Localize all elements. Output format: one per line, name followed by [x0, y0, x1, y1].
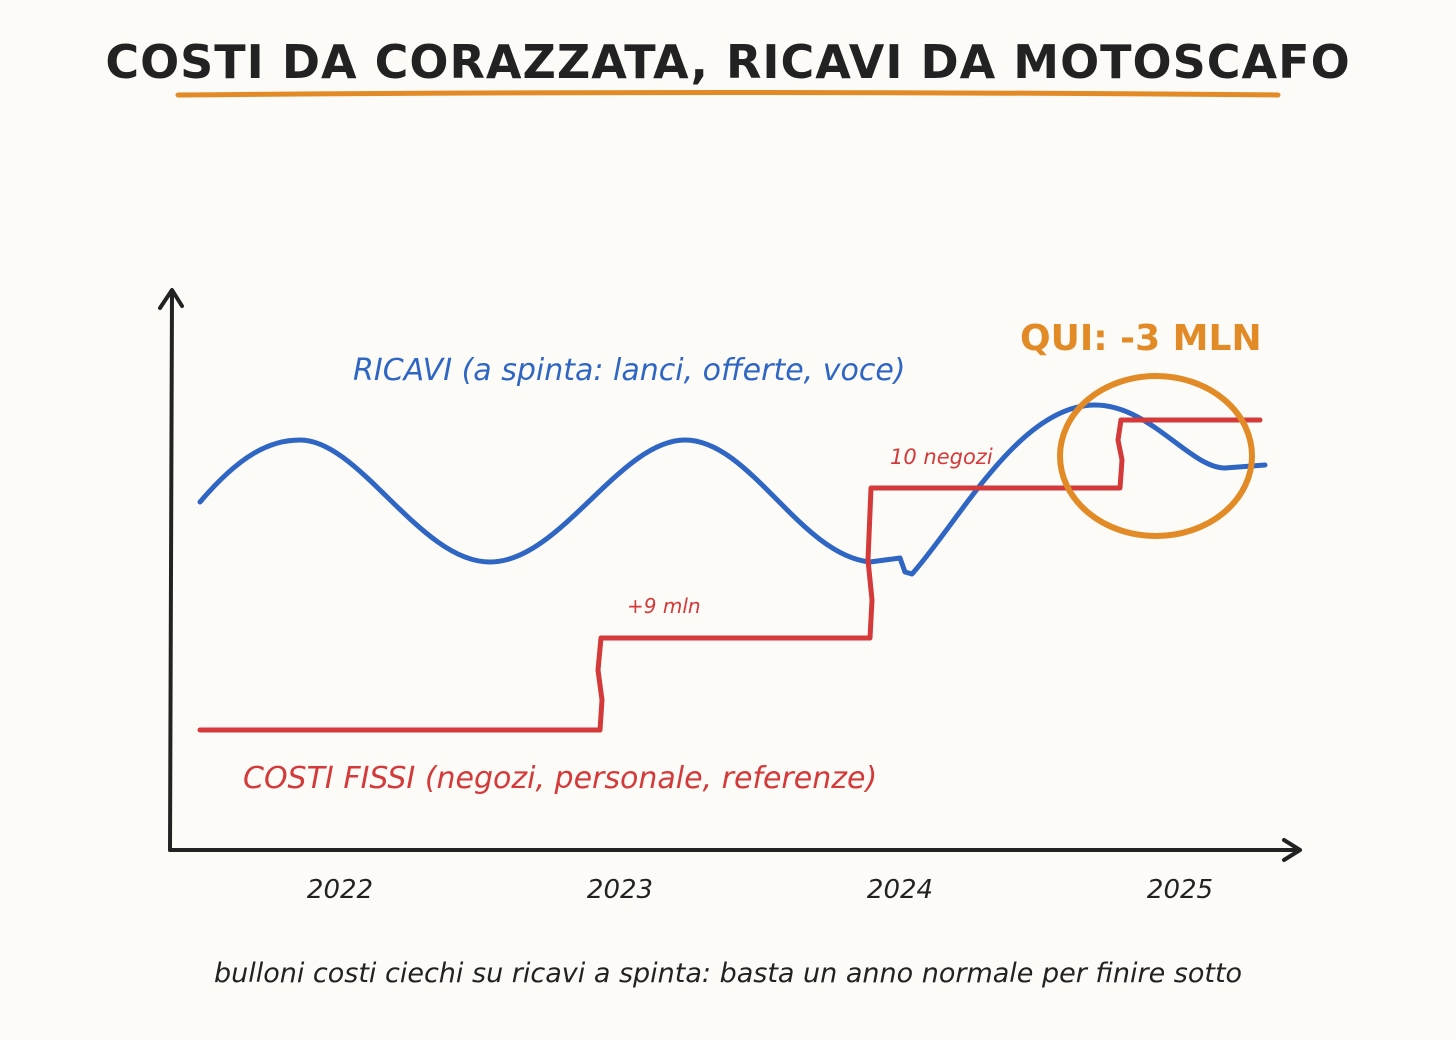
- cost-line: [197, 417, 1263, 733]
- x-label: 2025: [1147, 875, 1213, 905]
- x-label: 2022: [307, 875, 373, 905]
- y-axis: [158, 288, 184, 852]
- highlight-circle: [1057, 373, 1255, 539]
- step-label: 10 negozi: [890, 445, 993, 469]
- title: COSTI DA CORAZZATA, RICAVI DA MOTOSCAFO: [105, 35, 1350, 89]
- x-label: 2023: [587, 875, 653, 905]
- step-label: +9 mln: [627, 594, 701, 618]
- caption: bulloni costi ciechi su ricavi a spinta:…: [214, 958, 1242, 989]
- x-label: 2024: [867, 875, 933, 905]
- title-underline: [175, 90, 1281, 98]
- x-axis: [168, 838, 1302, 862]
- cost-label: COSTI FISSI (negozi, personale, referenz…: [243, 761, 877, 796]
- revenue-label: RICAVI (a spinta: lanci, offerte, voce): [353, 353, 906, 388]
- highlight-label: QUI: -3 MLN: [1020, 318, 1262, 359]
